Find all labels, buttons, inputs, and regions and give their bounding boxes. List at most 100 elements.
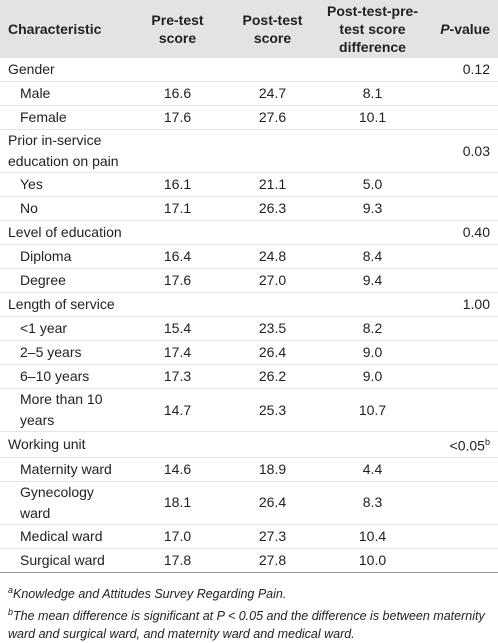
sub-row: <1 year 15.4 23.5 8.2 — [0, 316, 498, 341]
row-label: No — [0, 196, 130, 221]
row-label: Female — [0, 105, 130, 130]
header-cell: Characteristic — [0, 0, 130, 58]
empty-cell — [320, 292, 425, 317]
sub-row: Diploma 16.4 24.8 8.4 — [0, 244, 498, 269]
value-cell: 17.3 — [130, 364, 225, 389]
empty-cell — [130, 431, 225, 458]
sub-row: Gynecology ward 18.1 26.4 8.3 — [0, 481, 498, 525]
p-text: <0.05 — [449, 437, 485, 454]
empty-cell — [320, 431, 425, 458]
sub-row: Medical ward 17.0 27.3 10.4 — [0, 524, 498, 549]
empty-cell — [425, 316, 498, 341]
empty-cell — [425, 268, 498, 293]
p-value: 0.40 — [425, 220, 498, 245]
value-cell: 23.5 — [225, 316, 320, 341]
value-cell: 8.3 — [320, 481, 425, 525]
value-cell: 9.4 — [320, 268, 425, 293]
empty-cell — [425, 364, 498, 389]
empty-cell — [130, 220, 225, 245]
group-row: Length of service 1.00 — [0, 292, 498, 317]
sub-row: 6–10 years 17.3 26.2 9.0 — [0, 364, 498, 389]
value-cell: 17.6 — [130, 105, 225, 130]
sub-row: More than 10 years 14.7 25.3 10.7 — [0, 388, 498, 432]
data-table: Characteristic Pre-test score Post-test sc… — [0, 0, 498, 573]
header-cell: P-value — [425, 0, 498, 58]
value-cell: 24.7 — [225, 81, 320, 106]
value-cell: 21.1 — [225, 172, 320, 197]
empty-cell — [225, 431, 320, 458]
footnote-mark: a — [8, 584, 14, 595]
value-cell: 26.4 — [225, 481, 320, 525]
empty-cell — [320, 58, 425, 82]
p-text: 0.12 — [462, 61, 490, 77]
group-row: Working unit <0.05b — [0, 431, 498, 458]
value-cell: 17.4 — [130, 340, 225, 365]
row-label: Male — [0, 81, 130, 106]
empty-cell — [425, 172, 498, 197]
value-cell: 9.0 — [320, 340, 425, 365]
value-cell: 18.9 — [225, 457, 320, 482]
value-cell: 17.0 — [130, 524, 225, 549]
header-cell: Post-test score — [225, 0, 320, 58]
value-cell: 9.0 — [320, 364, 425, 389]
row-label: Gender — [0, 58, 130, 82]
group-row: Level of education 0.40 — [0, 220, 498, 245]
empty-cell — [130, 58, 225, 82]
sub-row: Degree 17.6 27.0 9.4 — [0, 268, 498, 293]
p-text: 1.00 — [462, 296, 490, 312]
value-cell: 8.4 — [320, 244, 425, 269]
row-label: Length of service — [0, 292, 130, 317]
row-label: Degree — [0, 268, 130, 293]
row-label: Surgical ward — [0, 548, 130, 573]
empty-cell — [425, 481, 498, 525]
value-cell: 26.2 — [225, 364, 320, 389]
value-cell: 27.6 — [225, 105, 320, 130]
empty-cell — [425, 524, 498, 549]
row-label: Working unit — [0, 431, 130, 458]
footnote-text: Knowledge and Attitudes Survey Regarding… — [13, 586, 287, 601]
value-cell: 10.4 — [320, 524, 425, 549]
row-label: Diploma — [0, 244, 130, 269]
value-cell: 10.1 — [320, 105, 425, 130]
row-label: <1 year — [0, 316, 130, 341]
sub-row: Female 17.6 27.6 10.1 — [0, 105, 498, 130]
value-cell: 27.0 — [225, 268, 320, 293]
value-cell: 24.8 — [225, 244, 320, 269]
empty-cell — [320, 220, 425, 245]
p-value: 0.03 — [425, 129, 498, 173]
sub-row: Maternity ward 14.6 18.9 4.4 — [0, 457, 498, 482]
header-cell: Post-test-pre-test score difference — [320, 0, 425, 58]
value-cell: 17.1 — [130, 196, 225, 221]
p-text: 0.40 — [462, 224, 490, 240]
empty-cell — [425, 244, 498, 269]
row-label: More than 10 years — [0, 388, 130, 432]
row-label: Maternity ward — [0, 457, 130, 482]
value-cell: 18.1 — [130, 481, 225, 525]
sub-row: Surgical ward 17.8 27.8 10.0 — [0, 548, 498, 573]
empty-cell — [225, 292, 320, 317]
value-cell: 26.3 — [225, 196, 320, 221]
empty-cell — [425, 81, 498, 106]
footnote: aKnowledge and Attitudes Survey Regardin… — [8, 581, 490, 603]
row-label: Prior in-service education on pain — [0, 129, 130, 173]
sub-row: 2–5 years 17.4 26.4 9.0 — [0, 340, 498, 365]
empty-cell — [425, 105, 498, 130]
value-cell: 16.4 — [130, 244, 225, 269]
footnote-text: The mean difference is significant at P … — [8, 608, 485, 641]
empty-cell — [225, 58, 320, 82]
empty-cell — [130, 292, 225, 317]
row-label: Medical ward — [0, 524, 130, 549]
value-cell: 27.3 — [225, 524, 320, 549]
value-cell: 8.2 — [320, 316, 425, 341]
row-label: 6–10 years — [0, 364, 130, 389]
value-cell: 5.0 — [320, 172, 425, 197]
value-cell: 17.8 — [130, 548, 225, 573]
value-cell: 8.1 — [320, 81, 425, 106]
sub-row: Yes 16.1 21.1 5.0 — [0, 172, 498, 197]
header-row: Characteristic Pre-test score Post-test sc… — [0, 0, 498, 58]
sub-row: No 17.1 26.3 9.3 — [0, 196, 498, 221]
value-cell: 15.4 — [130, 316, 225, 341]
p-text: 0.03 — [462, 142, 490, 159]
p-value: <0.05b — [425, 431, 498, 458]
